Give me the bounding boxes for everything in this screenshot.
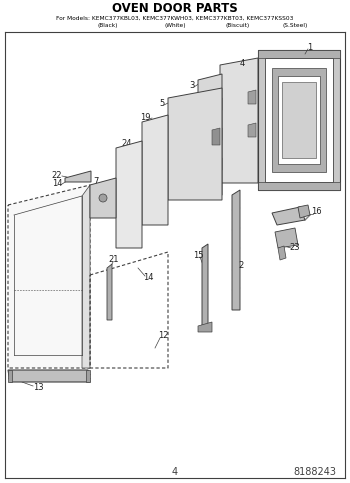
Text: 13: 13 xyxy=(33,384,43,393)
Polygon shape xyxy=(275,228,298,248)
Polygon shape xyxy=(272,207,305,225)
Polygon shape xyxy=(198,322,212,332)
Text: 19: 19 xyxy=(140,114,150,123)
Polygon shape xyxy=(107,264,112,320)
Polygon shape xyxy=(282,82,316,158)
Polygon shape xyxy=(8,370,90,382)
Text: 14: 14 xyxy=(143,273,153,283)
Polygon shape xyxy=(298,205,310,218)
Polygon shape xyxy=(248,90,256,104)
Text: (S.Steel): (S.Steel) xyxy=(282,24,308,28)
Text: 8188243: 8188243 xyxy=(294,467,336,477)
Polygon shape xyxy=(258,50,340,190)
Text: 4: 4 xyxy=(239,58,245,68)
Text: 22: 22 xyxy=(52,170,62,180)
Text: OVEN DOOR PARTS: OVEN DOOR PARTS xyxy=(112,2,238,15)
Polygon shape xyxy=(265,58,333,182)
Polygon shape xyxy=(82,185,90,368)
Polygon shape xyxy=(202,244,208,330)
Polygon shape xyxy=(168,88,222,200)
Polygon shape xyxy=(86,370,90,382)
Text: 21: 21 xyxy=(109,256,119,265)
Polygon shape xyxy=(8,370,12,382)
Text: 2: 2 xyxy=(238,260,244,270)
Polygon shape xyxy=(278,76,320,164)
Text: 3: 3 xyxy=(189,81,195,89)
Text: (Biscuit): (Biscuit) xyxy=(226,24,250,28)
Polygon shape xyxy=(248,123,256,137)
Polygon shape xyxy=(218,128,222,140)
Text: (Black): (Black) xyxy=(98,24,118,28)
Text: (White): (White) xyxy=(164,24,186,28)
Polygon shape xyxy=(218,98,222,110)
Polygon shape xyxy=(212,128,220,145)
Text: 24: 24 xyxy=(122,140,132,148)
Ellipse shape xyxy=(99,194,107,202)
Polygon shape xyxy=(8,185,90,368)
Polygon shape xyxy=(65,171,91,182)
Polygon shape xyxy=(272,68,326,172)
Polygon shape xyxy=(90,178,116,218)
Text: 5: 5 xyxy=(159,99,164,108)
Polygon shape xyxy=(220,58,258,183)
Text: 14: 14 xyxy=(52,179,62,187)
Text: 12: 12 xyxy=(158,331,168,341)
Text: 23: 23 xyxy=(290,243,300,253)
Polygon shape xyxy=(232,190,240,310)
Text: 1: 1 xyxy=(307,43,313,52)
Polygon shape xyxy=(258,182,340,190)
Text: 4: 4 xyxy=(172,467,178,477)
Polygon shape xyxy=(142,115,168,225)
Text: For Models: KEMC377KBL03, KEMC377KWH03, KEMC377KBT03, KEMC377KSS03: For Models: KEMC377KBL03, KEMC377KWH03, … xyxy=(56,15,294,20)
Polygon shape xyxy=(258,50,340,58)
Text: 15: 15 xyxy=(193,251,203,259)
Text: 16: 16 xyxy=(311,208,321,216)
Polygon shape xyxy=(198,74,222,195)
Text: 7: 7 xyxy=(93,176,99,185)
Polygon shape xyxy=(278,246,286,260)
Polygon shape xyxy=(116,141,142,248)
Polygon shape xyxy=(218,158,222,170)
